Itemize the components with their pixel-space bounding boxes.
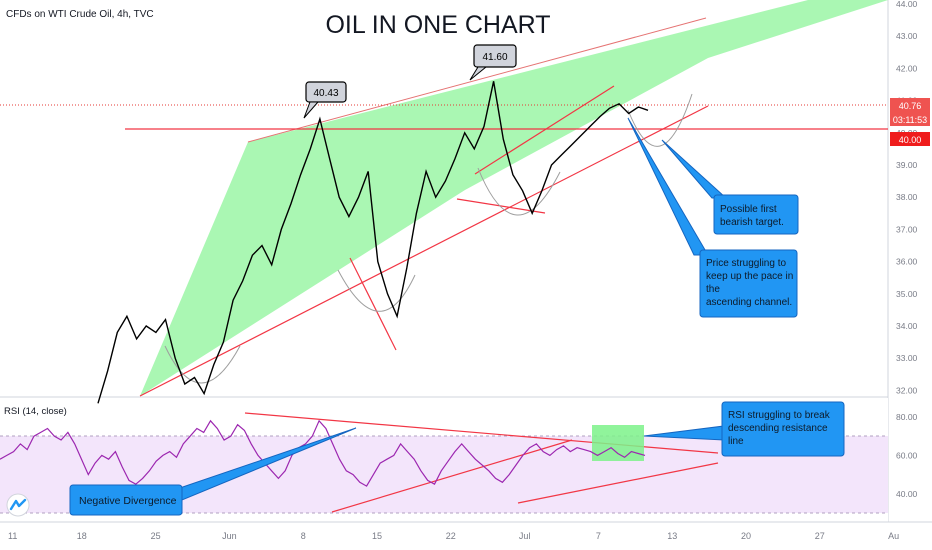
chart-title: OIL IN ONE CHART [325, 11, 550, 39]
time-tick-label: 27 [815, 531, 825, 541]
svg-text:40.76: 40.76 [899, 101, 922, 111]
price-line [97, 81, 649, 404]
rsi-axis-ticks: 80.00 60.00 40.00 [896, 412, 918, 499]
price-tick-label: 38.00 [896, 192, 918, 202]
time-tick-label: Jul [519, 531, 531, 541]
rsi-lower-line-2 [517, 462, 719, 504]
arc-4 [627, 93, 693, 147]
callout-rsi-line2: descending resistance [728, 423, 828, 434]
rsi-lower-line-1 [331, 439, 573, 513]
time-tick-label: 13 [667, 531, 677, 541]
rsi-label: RSI (14, close) [4, 406, 67, 417]
last-price-badge: 40.76 [890, 98, 930, 112]
price-tick-label: 33.00 [896, 353, 918, 363]
callout-first-target-line1: Possible first [720, 204, 777, 215]
svg-text:40.00: 40.00 [899, 135, 922, 145]
price-tick-label: 36.00 [896, 257, 918, 267]
high-label-40-43: 40.43 [303, 81, 347, 119]
price-tick-label: 44.00 [896, 0, 918, 9]
channel-lower-trendline [139, 105, 709, 397]
time-axis-ticks[interactable]: 11 18 25 Jun 8 15 22 Jul 7 13 20 27 Au [8, 531, 899, 541]
time-tick-label: 18 [77, 531, 87, 541]
callout-price-struggling[interactable]: Price struggling to keep up the pace in … [627, 117, 798, 318]
price-tick-label: 37.00 [896, 224, 918, 234]
price-tick-label: 34.00 [896, 321, 918, 331]
channel-upper-trendline [474, 85, 615, 175]
price-tick-label: 32.00 [896, 385, 918, 395]
rsi-tick-label: 80.00 [896, 412, 918, 422]
symbol-label: CFDs on WTI Crude Oil, 4h, TVC [6, 9, 154, 20]
callout-rsi-line3: line [728, 436, 744, 447]
callout-rsi-line1: RSI struggling to break [728, 410, 831, 421]
callout-rsi-struggling[interactable]: RSI struggling to break descending resis… [643, 401, 845, 457]
time-tick-label: Jun [222, 531, 237, 541]
time-tick-label: 11 [8, 531, 17, 541]
wedge-upper-edge [247, 17, 707, 143]
price-tick-label: 42.00 [896, 63, 918, 73]
rsi-tick-label: 40.00 [896, 489, 918, 499]
price-tick-label: 43.00 [896, 31, 918, 41]
rsi-tick-label: 60.00 [896, 450, 918, 460]
arc-2 [337, 269, 416, 312]
rsi-highlight-box [592, 425, 644, 461]
price-axis-area[interactable] [888, 0, 932, 550]
time-tick-label: 25 [151, 531, 161, 541]
rsi-line [0, 419, 646, 487]
time-tick-label: 7 [596, 531, 601, 541]
svg-text:40.43: 40.43 [313, 88, 338, 99]
callout-price-line1: Price struggling to [706, 258, 786, 269]
high-label-41-60: 41.60 [469, 44, 517, 81]
time-tick-label: Au [888, 531, 899, 541]
time-tick-label: 8 [301, 531, 306, 541]
ascending-wedge [140, 0, 888, 396]
callout-first-target[interactable]: Possible first bearish target. [661, 139, 799, 235]
tradingview-logo-icon[interactable] [6, 493, 30, 517]
callout-price-line2: keep up the pace in [706, 271, 793, 282]
countdown-badge: 03:11:53 [890, 112, 930, 126]
price-tick-label: 39.00 [896, 160, 918, 170]
svg-text:03:11:53: 03:11:53 [893, 115, 927, 125]
time-tick-label: 22 [446, 531, 456, 541]
callout-negative-divergence-label: Negative Divergence [79, 495, 177, 507]
bounce-segment [349, 257, 397, 351]
price-tick-label: 35.00 [896, 289, 918, 299]
arc-3 [477, 167, 561, 216]
svg-text:41.60: 41.60 [482, 52, 507, 63]
level-price-badge: 40.00 [890, 132, 930, 146]
time-tick-label: 15 [372, 531, 382, 541]
arc-1 [164, 345, 241, 384]
callout-price-line4: ascending channel. [706, 297, 792, 308]
callout-negative-divergence[interactable]: Negative Divergence [69, 427, 357, 516]
callout-first-target-line2: bearish target. [720, 217, 784, 228]
callout-price-line3: the [706, 284, 720, 295]
time-tick-label: 20 [741, 531, 751, 541]
